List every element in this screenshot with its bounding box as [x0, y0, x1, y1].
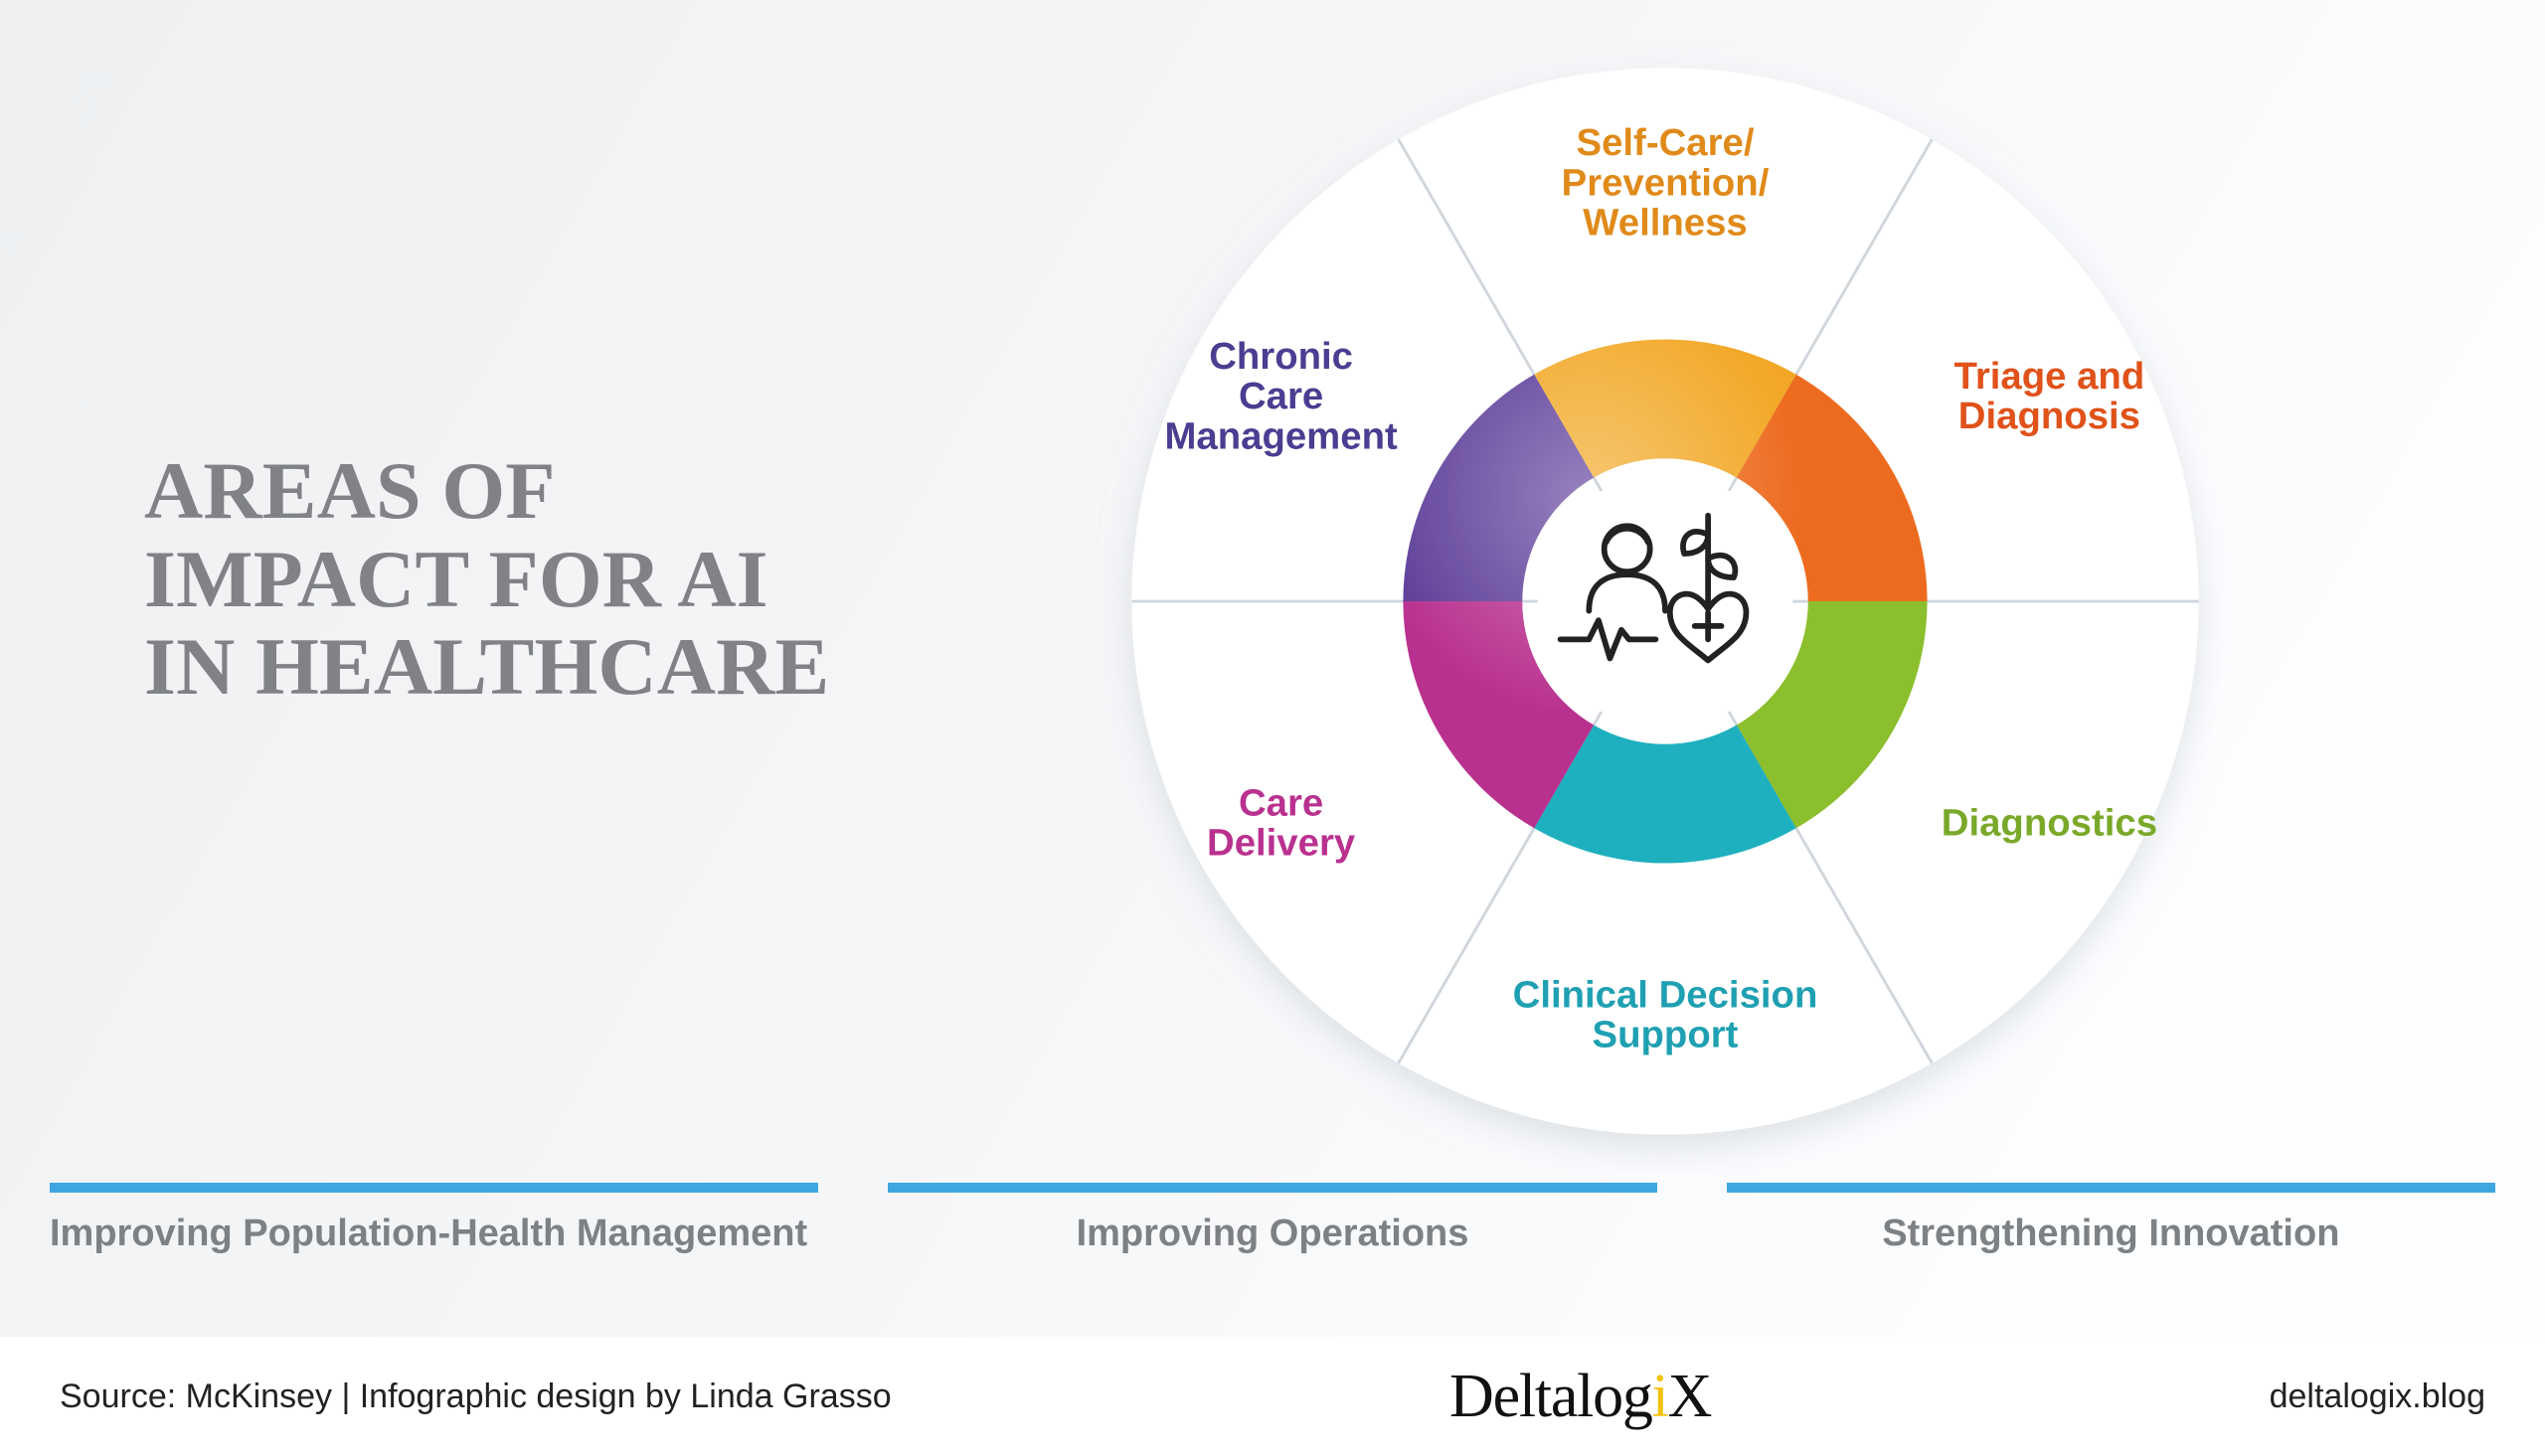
- logo-prefix: Deltalog: [1449, 1363, 1652, 1430]
- title-line-2: IMPACT FOR AI: [144, 536, 829, 624]
- wheel-svg: Self-Care/Prevention/Wellness Triage andD…: [1094, 30, 2237, 1173]
- bar-rule: [50, 1183, 818, 1193]
- wheel-diagram: Self-Care/Prevention/Wellness Triage andD…: [1094, 30, 2237, 1173]
- title-line-1: AREAS OF: [144, 447, 829, 536]
- segment-label-selfcare: Self-Care/Prevention/Wellness: [1562, 121, 1770, 243]
- bar-rule: [1727, 1183, 2495, 1193]
- source-text: Source: McKinsey | Infographic design by…: [60, 1377, 892, 1416]
- logo-suffix: X: [1668, 1363, 1712, 1430]
- logo-i: i: [1652, 1363, 1668, 1430]
- bar-label: Improving Population-Health Management: [50, 1213, 818, 1255]
- bar-label: Strengthening Innovation: [1727, 1213, 2495, 1255]
- footer: Source: McKinsey | Infographic design by…: [0, 1337, 2545, 1456]
- segment-label-triage: Triage andDiagnosis: [1954, 355, 2145, 437]
- bar-label: Improving Operations: [888, 1213, 1656, 1255]
- bar-rule: [888, 1183, 1656, 1193]
- bar-pop-health: Improving Population-Health Management: [50, 1183, 818, 1255]
- bottom-bars: Improving Population-Health Management I…: [50, 1183, 2495, 1255]
- title-block: AREAS OF IMPACT FOR AI IN HEALTHCARE: [144, 447, 829, 712]
- site-text: deltalogix.blog: [2270, 1377, 2485, 1416]
- deltalogix-logo: DeltalogiX: [1449, 1362, 1711, 1432]
- page: AREAS OF IMPACT FOR AI IN HEALTHCARE Sel…: [0, 0, 2545, 1456]
- segment-label-diag: Diagnostics: [1942, 802, 2157, 845]
- bar-innovation: Strengthening Innovation: [1727, 1183, 2495, 1255]
- title-line-3: IN HEALTHCARE: [144, 623, 829, 712]
- bar-operations: Improving Operations: [888, 1183, 1656, 1255]
